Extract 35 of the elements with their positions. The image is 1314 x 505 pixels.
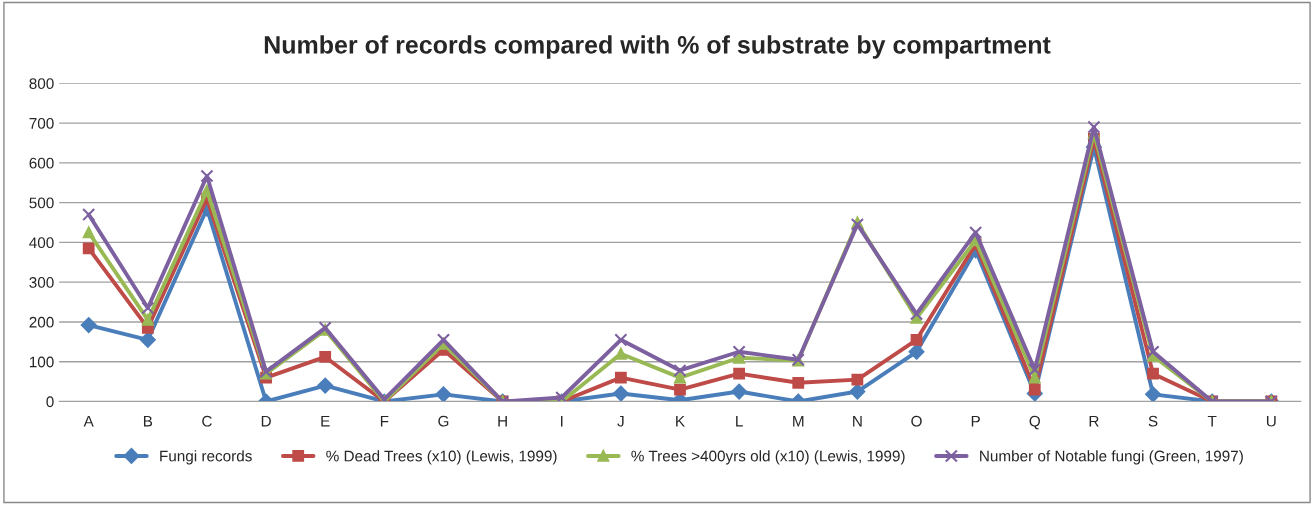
x-tick-label: I — [561, 415, 563, 427]
x-tick-label: U — [1266, 415, 1276, 427]
x-tick-label: L — [736, 415, 743, 427]
x-tick-label: O — [911, 415, 922, 427]
x-tick-label: H — [498, 415, 507, 427]
y-tick-label: 400 — [29, 237, 54, 249]
x-tick-label: R — [1089, 415, 1099, 427]
legend-label: % Dead Trees (x10) (Lewis, 1999) — [326, 450, 557, 465]
x-tick-label: J — [617, 415, 624, 427]
y-tick-label: 800 — [29, 78, 54, 90]
x-tick-label: C — [202, 415, 212, 427]
y-tick-label: 500 — [29, 197, 54, 209]
x-tick-label: Q — [1029, 415, 1040, 430]
y-tick-label: 100 — [29, 356, 54, 368]
y-tick-label: 0 — [46, 396, 54, 408]
x-tick-label: P — [971, 415, 980, 427]
x-tick-label: S — [1148, 415, 1158, 427]
y-tick-label: 600 — [29, 157, 54, 169]
x-tick-label: D — [261, 415, 271, 427]
chart-title: Number of records compared with % of substrate by compartment — [264, 35, 1051, 59]
x-tick-label: K — [676, 415, 685, 427]
x-tick-label: A — [83, 415, 94, 427]
legend-label: Number of Notable fungi (Green, 1997) — [980, 450, 1243, 465]
x-tick-label: N — [853, 415, 862, 427]
x-tick-label: T — [1207, 415, 1217, 427]
legend-label: % Trees >400yrs old (x10) (Lewis, 1999) — [631, 450, 905, 465]
x-tick-label: E — [321, 415, 330, 427]
y-tick-label: 300 — [29, 277, 54, 288]
x-tick-label: B — [143, 415, 153, 427]
x-tick-label: G — [438, 415, 449, 427]
x-tick-label: F — [380, 415, 389, 427]
y-tick-label: 700 — [29, 117, 54, 129]
legend-label: Fungi records — [160, 450, 252, 465]
x-tick-label: M — [793, 415, 804, 427]
y-tick-label: 200 — [29, 316, 54, 328]
